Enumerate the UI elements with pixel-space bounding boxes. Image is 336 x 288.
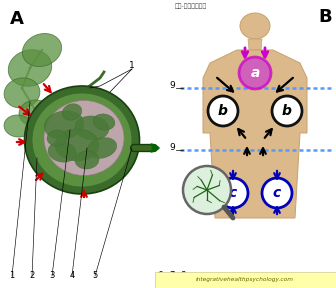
- Text: 1: 1: [9, 271, 15, 280]
- Ellipse shape: [62, 104, 82, 120]
- Ellipse shape: [44, 101, 124, 175]
- Ellipse shape: [75, 151, 99, 169]
- Circle shape: [262, 178, 292, 208]
- Ellipse shape: [240, 13, 270, 39]
- Ellipse shape: [23, 33, 61, 67]
- Text: 8: 8: [180, 271, 186, 280]
- Text: 9: 9: [169, 82, 175, 90]
- Circle shape: [218, 178, 248, 208]
- Ellipse shape: [87, 138, 117, 158]
- Ellipse shape: [19, 100, 51, 126]
- Text: B: B: [318, 8, 332, 26]
- Text: integrativehealthpsychology.com: integrativehealthpsychology.com: [196, 278, 294, 283]
- Ellipse shape: [55, 129, 99, 161]
- Text: a: a: [250, 66, 260, 80]
- Text: 3: 3: [49, 271, 55, 280]
- Ellipse shape: [44, 111, 84, 139]
- Ellipse shape: [4, 78, 40, 108]
- Text: b: b: [282, 104, 292, 118]
- Text: लि-ग्रंथि: लि-ग्रंथि: [175, 3, 207, 9]
- Ellipse shape: [93, 114, 115, 130]
- Ellipse shape: [48, 142, 76, 162]
- Text: c: c: [229, 186, 237, 200]
- Ellipse shape: [8, 50, 52, 86]
- Text: b: b: [218, 104, 228, 118]
- Circle shape: [239, 57, 271, 89]
- Text: 2: 2: [29, 271, 35, 280]
- Text: 7: 7: [169, 271, 175, 280]
- Text: 6: 6: [157, 271, 163, 280]
- Ellipse shape: [47, 130, 67, 146]
- Text: 5: 5: [92, 271, 98, 280]
- Circle shape: [272, 96, 302, 126]
- Circle shape: [208, 96, 238, 126]
- Ellipse shape: [4, 115, 32, 137]
- Text: 4: 4: [69, 271, 75, 280]
- Ellipse shape: [75, 116, 109, 140]
- Text: A: A: [10, 10, 24, 28]
- Text: 1: 1: [129, 62, 135, 71]
- Polygon shape: [248, 39, 262, 50]
- FancyBboxPatch shape: [155, 272, 336, 288]
- Circle shape: [183, 166, 231, 214]
- Text: 9: 9: [169, 143, 175, 153]
- Ellipse shape: [32, 93, 132, 187]
- Text: c: c: [273, 186, 281, 200]
- Ellipse shape: [25, 86, 139, 194]
- Polygon shape: [203, 50, 307, 218]
